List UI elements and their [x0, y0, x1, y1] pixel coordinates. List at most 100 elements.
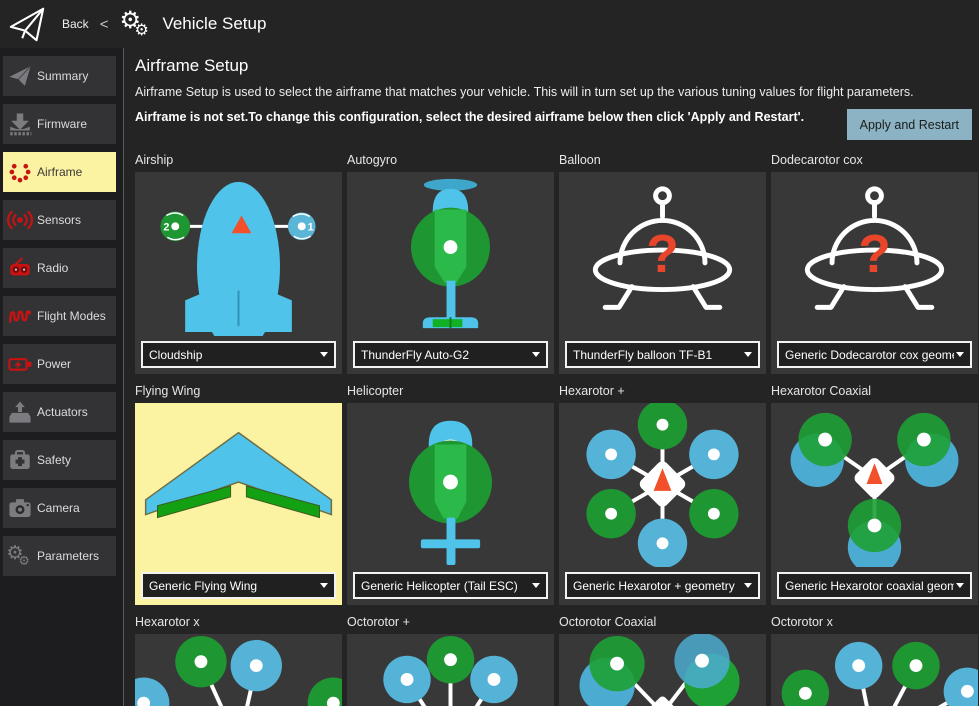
- airframe-image: [771, 634, 978, 706]
- back-button[interactable]: Back: [62, 17, 89, 31]
- airframe-card-hexarotor[interactable]: Generic Hexarotor + geometry: [559, 403, 766, 605]
- main-content: Airframe Setup Airframe Setup is used to…: [125, 48, 979, 706]
- airframe-image: ?: [559, 172, 766, 336]
- app-logo-plane-icon: [7, 4, 47, 44]
- sidebar-item-power[interactable]: Power: [3, 344, 116, 384]
- breadcrumb-chevron: <: [99, 15, 109, 33]
- airframe-card-airship[interactable]: 2 1 Cloudship: [135, 172, 342, 374]
- airship-rotor-1-label: 1: [308, 221, 314, 233]
- airframe-image: [347, 403, 554, 567]
- airframe-card-octorotor[interactable]: [347, 634, 554, 706]
- airframe-card-hexarotor-coaxial[interactable]: Generic Hexarotor coaxial geometry: [771, 403, 978, 605]
- octorotor-x-drawing: [781, 641, 978, 706]
- apply-and-restart-button[interactable]: Apply and Restart: [846, 109, 972, 140]
- unknown-airframe-ufo-drawing: ?: [592, 186, 733, 310]
- airframe-image: [135, 634, 342, 706]
- chevron-down-icon: [320, 583, 328, 588]
- airframe-type-label: Hexarotor Coaxial: [771, 384, 872, 398]
- airframe-model-dropdown[interactable]: ThunderFly Auto-G2: [353, 341, 548, 368]
- power-battery-icon: [8, 358, 32, 371]
- airframe-image: ?: [771, 172, 978, 336]
- airframe-card-balloon[interactable]: ? ThunderFly balloon TF-B1: [559, 172, 766, 374]
- sidebar-item-radio[interactable]: Radio: [3, 248, 116, 288]
- airframe-type-label: Dodecarotor cox: [771, 153, 863, 167]
- airframe-model-dropdown[interactable]: Cloudship: [141, 341, 336, 368]
- chevron-down-icon: [744, 583, 752, 588]
- airship-rotor-2-label: 2: [163, 221, 169, 233]
- airframe-type-label: Autogyro: [347, 153, 398, 167]
- airframe-card-dodecarotor-cox[interactable]: ? Generic Dodecarotor cox geometry: [771, 172, 978, 374]
- paper-plane-icon: [9, 65, 32, 86]
- sidebar-item-flight-modes[interactable]: Flight Modes: [3, 296, 116, 336]
- airframe-type-label: Hexarotor +: [559, 384, 625, 398]
- sidebar-item-airframe[interactable]: Airframe: [3, 152, 116, 192]
- airframe-type-label: Octorotor +: [347, 615, 410, 629]
- airframe-card-octorotor-coaxial[interactable]: [559, 634, 766, 706]
- airframe-image: [347, 634, 554, 706]
- question-mark: ?: [858, 225, 891, 284]
- vehicle-setup-gears-icon: ⚙ ⚙: [119, 6, 149, 39]
- sidebar-item-actuators[interactable]: Actuators: [3, 392, 116, 432]
- airframe-type-label: Balloon: [559, 153, 601, 167]
- chevron-down-icon: [956, 352, 964, 357]
- airframe-type-label: Octorotor Coaxial: [559, 615, 657, 629]
- airframe-grid: Airship 2 1 Cloudship Autogyro: [135, 153, 979, 706]
- airframe-card-octorotor-x[interactable]: [771, 634, 978, 706]
- airframe-image: [771, 403, 978, 567]
- camera-icon: [9, 499, 31, 517]
- airframe-image: 2 1: [135, 172, 342, 336]
- airframe-image: [347, 172, 554, 336]
- airframe-card-flying-wing[interactable]: Generic Flying Wing: [135, 403, 342, 605]
- airframe-image: [559, 634, 766, 706]
- chevron-down-icon: [956, 583, 964, 588]
- hexarotor-x-drawing: [135, 635, 342, 706]
- helicopter-drawing: [409, 420, 492, 566]
- firmware-download-icon: [10, 113, 32, 136]
- section-title: Airframe Setup: [135, 56, 249, 75]
- sidebar-item-camera[interactable]: Camera: [3, 488, 116, 528]
- page-title: Vehicle Setup: [162, 14, 267, 33]
- chevron-down-icon: [744, 352, 752, 357]
- radio-icon: [10, 257, 30, 276]
- unknown-airframe-ufo-drawing: ?: [804, 186, 945, 310]
- top-toolbar: Back < ⚙ ⚙ Vehicle Setup: [0, 0, 979, 48]
- chevron-down-icon: [532, 352, 540, 357]
- airframe-model-dropdown[interactable]: ThunderFly balloon TF-B1: [565, 341, 760, 368]
- sidebar-item-firmware[interactable]: Firmware: [3, 104, 116, 144]
- airframe-image: [559, 403, 766, 567]
- airframe-type-label: Hexarotor x: [135, 615, 200, 629]
- sidebar-item-sensors[interactable]: Sensors: [3, 200, 116, 240]
- section-description: Airframe Setup is used to select the air…: [135, 85, 914, 99]
- chevron-down-icon: [532, 583, 540, 588]
- sidebar-item-safety[interactable]: Safety: [3, 440, 116, 480]
- airframe-type-label: Helicopter: [347, 384, 404, 398]
- sensors-signal-icon: [7, 210, 33, 230]
- sidebar: Summary Firmware Airframe Sensors: [0, 48, 124, 706]
- octorotor-plus-drawing: [383, 635, 518, 706]
- airframe-type-label: Airship: [135, 153, 174, 167]
- airframe-image: [135, 403, 342, 567]
- airframe-card-autogyro[interactable]: ThunderFly Auto-G2: [347, 172, 554, 374]
- airframe-card-helicopter[interactable]: Generic Helicopter (Tail ESC): [347, 403, 554, 605]
- airship-drawing: 2 1: [160, 181, 316, 336]
- sidebar-item-summary[interactable]: Summary: [3, 56, 116, 96]
- airframe-model-dropdown[interactable]: Generic Flying Wing: [141, 572, 336, 599]
- sidebar-item-parameters[interactable]: ⚙ ⚙ Parameters: [3, 536, 116, 576]
- flight-modes-path-icon: [9, 310, 31, 323]
- actuators-icon: [9, 401, 31, 423]
- parameters-gears-icon: ⚙ ⚙: [6, 541, 30, 568]
- hexarotor-coaxial-drawing: [790, 412, 959, 567]
- airframe-model-dropdown[interactable]: Generic Hexarotor coaxial geometry: [777, 572, 972, 599]
- octorotor-coaxial-drawing: [579, 634, 740, 706]
- chevron-down-icon: [320, 352, 328, 357]
- airframe-dots-icon: [9, 163, 31, 183]
- airframe-model-dropdown[interactable]: Generic Dodecarotor cox geometry: [777, 341, 972, 368]
- warning-row: Airframe is not set.To change this confi…: [135, 108, 979, 140]
- airframe-not-set-warning: Airframe is not set.To change this confi…: [135, 110, 805, 124]
- question-mark: ?: [646, 225, 679, 284]
- airframe-card-hexarotor-x[interactable]: [135, 634, 342, 706]
- airframe-model-dropdown[interactable]: Generic Helicopter (Tail ESC): [353, 572, 548, 599]
- airframe-type-label: Octorotor x: [771, 615, 833, 629]
- autogyro-drawing: [410, 178, 491, 329]
- airframe-model-dropdown[interactable]: Generic Hexarotor + geometry: [565, 572, 760, 599]
